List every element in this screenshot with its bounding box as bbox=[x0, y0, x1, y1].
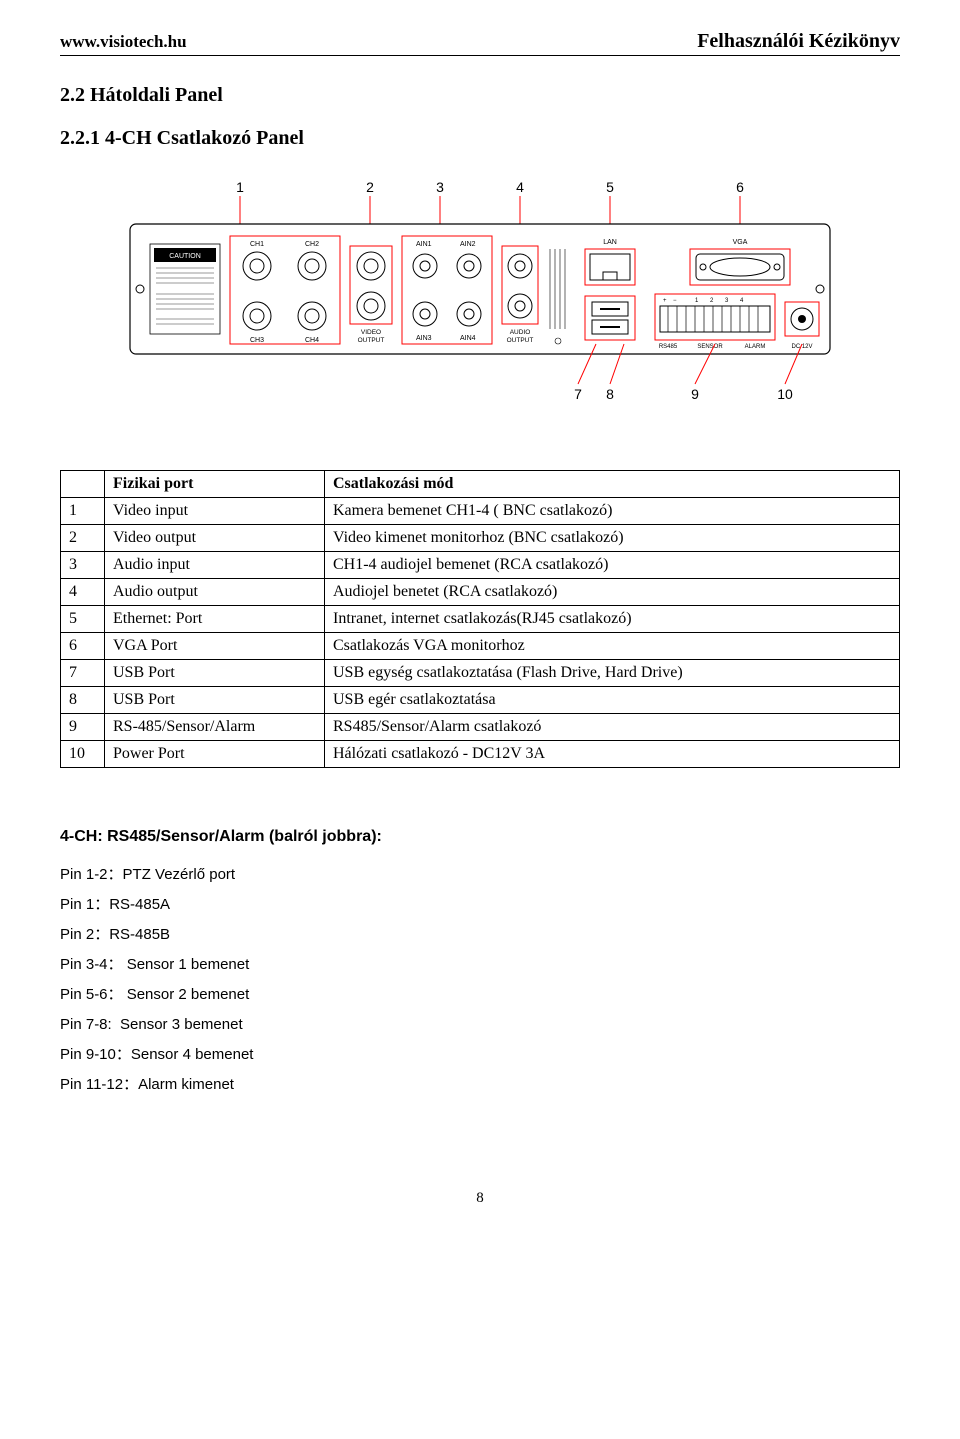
header-title: Felhasználói Kézikönyv bbox=[697, 30, 900, 53]
callout-1: 1 bbox=[236, 179, 244, 195]
row-num: 2 bbox=[61, 525, 105, 552]
pin-item: Pin 3-4： Sensor 1 bemenet bbox=[60, 950, 900, 980]
callout-4: 4 bbox=[516, 179, 524, 195]
table-row: 5Ethernet: PortIntranet, internet csatla… bbox=[61, 606, 900, 633]
pin-list: Pin 1-2：PTZ Vezérlő port Pin 1：RS-485A P… bbox=[60, 860, 900, 1100]
row-desc: CH1-4 audiojel bemenet (RCA csatlakozó) bbox=[325, 552, 900, 579]
callout-8: 8 bbox=[606, 386, 614, 402]
row-port: Power Port bbox=[105, 741, 325, 768]
table-row: 6VGA PortCsatlakozás VGA monitorhoz bbox=[61, 633, 900, 660]
row-desc: Intranet, internet csatlakozás(RJ45 csat… bbox=[325, 606, 900, 633]
svg-text:AIN3: AIN3 bbox=[416, 335, 432, 342]
pin-item: Pin 11-12：Alarm kimenet bbox=[60, 1070, 900, 1100]
row-num: 1 bbox=[61, 498, 105, 525]
table-row: 2Video outputVideo kimenet monitorhoz (B… bbox=[61, 525, 900, 552]
callout-7: 7 bbox=[574, 386, 582, 402]
row-desc: Audiojel benetet (RCA csatlakozó) bbox=[325, 579, 900, 606]
svg-text:RS485: RS485 bbox=[659, 344, 678, 350]
row-desc: Csatlakozás VGA monitorhoz bbox=[325, 633, 900, 660]
callout-10: 10 bbox=[777, 386, 793, 402]
row-port: Audio input bbox=[105, 552, 325, 579]
page-header: www.visiotech.hu Felhasználói Kézikönyv bbox=[60, 30, 900, 56]
svg-text:CH1: CH1 bbox=[250, 241, 264, 248]
pin-item: Pin 1：RS-485A bbox=[60, 890, 900, 920]
pin-section-title: 4-CH: RS485/Sensor/Alarm (balról jobbra)… bbox=[60, 828, 900, 846]
row-num: 8 bbox=[61, 687, 105, 714]
pin-item: Pin 7-8: Sensor 3 bemenet bbox=[60, 1010, 900, 1040]
svg-text:OUTPUT: OUTPUT bbox=[358, 337, 385, 344]
svg-text:VGA: VGA bbox=[733, 239, 748, 246]
pin-item: Pin 2：RS-485B bbox=[60, 920, 900, 950]
svg-text:AIN2: AIN2 bbox=[460, 241, 476, 248]
row-num: 9 bbox=[61, 714, 105, 741]
table-row: 9RS-485/Sensor/AlarmRS485/Sensor/Alarm c… bbox=[61, 714, 900, 741]
row-num: 10 bbox=[61, 741, 105, 768]
svg-text:CH4: CH4 bbox=[305, 337, 319, 344]
svg-text:CH3: CH3 bbox=[250, 337, 264, 344]
page-number: 8 bbox=[60, 1190, 900, 1207]
svg-text:CH2: CH2 bbox=[305, 241, 319, 248]
svg-text:AUDIO: AUDIO bbox=[510, 329, 531, 336]
svg-text:VIDEO: VIDEO bbox=[361, 329, 381, 336]
row-num: 4 bbox=[61, 579, 105, 606]
svg-text:+: + bbox=[663, 298, 667, 304]
section-heading-1: 2.2 Hátoldali Panel bbox=[60, 84, 900, 107]
rear-panel-diagram: 1 2 3 4 5 6 CAUTION bbox=[120, 174, 840, 434]
table-row: 8USB PortUSB egér csatlakoztatása bbox=[61, 687, 900, 714]
svg-text:AIN1: AIN1 bbox=[416, 241, 432, 248]
row-port: USB Port bbox=[105, 660, 325, 687]
row-desc: Kamera bemenet CH1-4 ( BNC csatlakozó) bbox=[325, 498, 900, 525]
row-port: Audio output bbox=[105, 579, 325, 606]
row-num: 3 bbox=[61, 552, 105, 579]
row-desc: RS485/Sensor/Alarm csatlakozó bbox=[325, 714, 900, 741]
row-desc: USB egér csatlakoztatása bbox=[325, 687, 900, 714]
table-row: 4Audio outputAudiojel benetet (RCA csatl… bbox=[61, 579, 900, 606]
table-row: 1Video inputKamera bemenet CH1-4 ( BNC c… bbox=[61, 498, 900, 525]
row-port: Video output bbox=[105, 525, 325, 552]
callout-9: 9 bbox=[691, 386, 699, 402]
table-row: 7USB PortUSB egység csatlakoztatása (Fla… bbox=[61, 660, 900, 687]
row-num: 5 bbox=[61, 606, 105, 633]
rear-panel-svg: 1 2 3 4 5 6 CAUTION bbox=[120, 174, 840, 434]
row-port: VGA Port bbox=[105, 633, 325, 660]
section-heading-2: 2.2.1 4-CH Csatlakozó Panel bbox=[60, 127, 900, 150]
row-port: Ethernet: Port bbox=[105, 606, 325, 633]
table-header-blank bbox=[61, 471, 105, 498]
row-desc: USB egység csatlakoztatása (Flash Drive,… bbox=[325, 660, 900, 687]
ports-table: Fizikai port Csatlakozási mód 1Video inp… bbox=[60, 470, 900, 768]
pin-item: Pin 1-2：PTZ Vezérlő port bbox=[60, 860, 900, 890]
svg-text:OUTPUT: OUTPUT bbox=[507, 337, 534, 344]
pin-item: Pin 5-6： Sensor 2 bemenet bbox=[60, 980, 900, 1010]
row-port: USB Port bbox=[105, 687, 325, 714]
svg-text:ALARM: ALARM bbox=[745, 344, 766, 350]
callout-2: 2 bbox=[366, 179, 374, 195]
table-header-port: Fizikai port bbox=[105, 471, 325, 498]
row-desc: Hálózati csatlakozó - DC12V 3A bbox=[325, 741, 900, 768]
caution-label: CAUTION bbox=[150, 244, 220, 334]
svg-text:AIN4: AIN4 bbox=[460, 335, 476, 342]
svg-text:SENSOR: SENSOR bbox=[697, 344, 723, 350]
svg-text:LAN: LAN bbox=[603, 239, 617, 246]
header-url: www.visiotech.hu bbox=[60, 32, 187, 52]
row-desc: Video kimenet monitorhoz (BNC csatlakozó… bbox=[325, 525, 900, 552]
table-header-desc: Csatlakozási mód bbox=[325, 471, 900, 498]
callout-6: 6 bbox=[736, 179, 744, 195]
row-port: Video input bbox=[105, 498, 325, 525]
row-num: 7 bbox=[61, 660, 105, 687]
svg-text:−: − bbox=[673, 298, 677, 304]
callout-3: 3 bbox=[436, 179, 444, 195]
row-port: RS-485/Sensor/Alarm bbox=[105, 714, 325, 741]
pin-item: Pin 9-10：Sensor 4 bemenet bbox=[60, 1040, 900, 1070]
table-row: 3Audio inputCH1-4 audiojel bemenet (RCA … bbox=[61, 552, 900, 579]
callout-5: 5 bbox=[606, 179, 614, 195]
table-row: 10Power PortHálózati csatlakozó - DC12V … bbox=[61, 741, 900, 768]
table-header-row: Fizikai port Csatlakozási mód bbox=[61, 471, 900, 498]
row-num: 6 bbox=[61, 633, 105, 660]
svg-text:CAUTION: CAUTION bbox=[169, 253, 201, 260]
